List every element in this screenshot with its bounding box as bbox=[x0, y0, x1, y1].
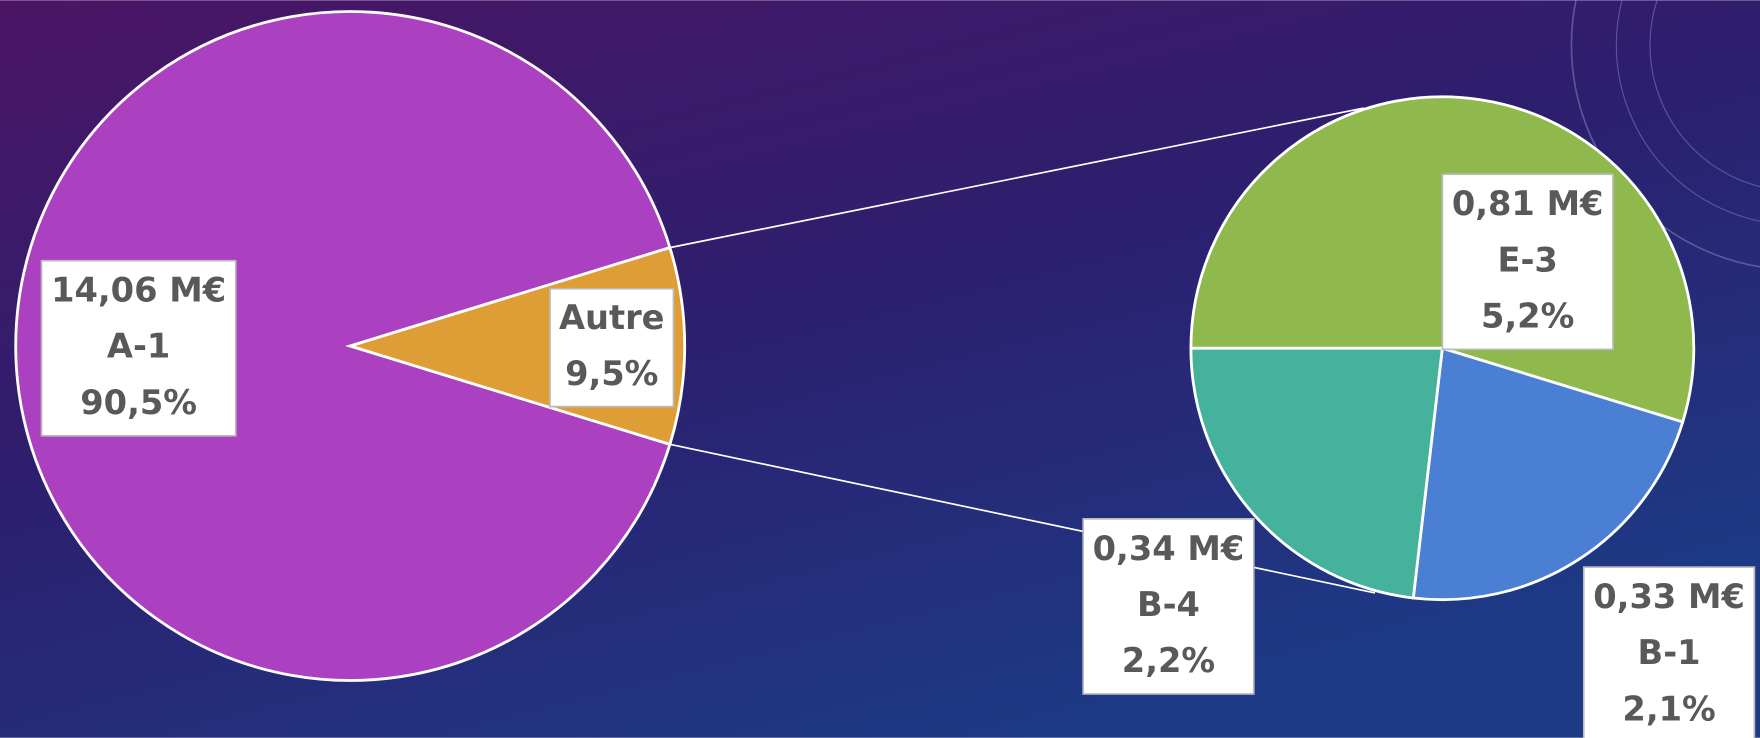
data-label: Autre bbox=[559, 298, 665, 337]
data-label-box bbox=[40, 259, 237, 437]
data-label: 9,5% bbox=[565, 354, 658, 393]
data-label: 0,33 M€ bbox=[1593, 577, 1745, 616]
pie-slice bbox=[14, 10, 672, 682]
pie-slice bbox=[1411, 346, 1685, 602]
data-label: 90,5% bbox=[80, 383, 197, 422]
decoration bbox=[1570, 0, 1760, 268]
data-label: E-3 bbox=[1497, 240, 1557, 279]
data-label: B-1 bbox=[1638, 633, 1701, 672]
data-label-box bbox=[1441, 173, 1614, 351]
data-label: 2,1% bbox=[1622, 689, 1715, 728]
data-label: 14,06 M€ bbox=[51, 271, 226, 310]
pie-slice bbox=[1189, 346, 1444, 600]
data-label: A-1 bbox=[107, 327, 170, 366]
data-label: 0,81 M€ bbox=[1452, 184, 1604, 223]
data-label: 2,2% bbox=[1122, 641, 1215, 680]
data-label: 5,2% bbox=[1481, 296, 1574, 335]
data-label: 0,34 M€ bbox=[1093, 529, 1245, 568]
data-label-box bbox=[1082, 518, 1255, 695]
data-label: B-4 bbox=[1137, 585, 1200, 624]
connector bbox=[669, 443, 1376, 594]
data-label-box bbox=[1582, 566, 1756, 738]
data-label-box bbox=[549, 287, 675, 408]
connector bbox=[669, 107, 1364, 249]
